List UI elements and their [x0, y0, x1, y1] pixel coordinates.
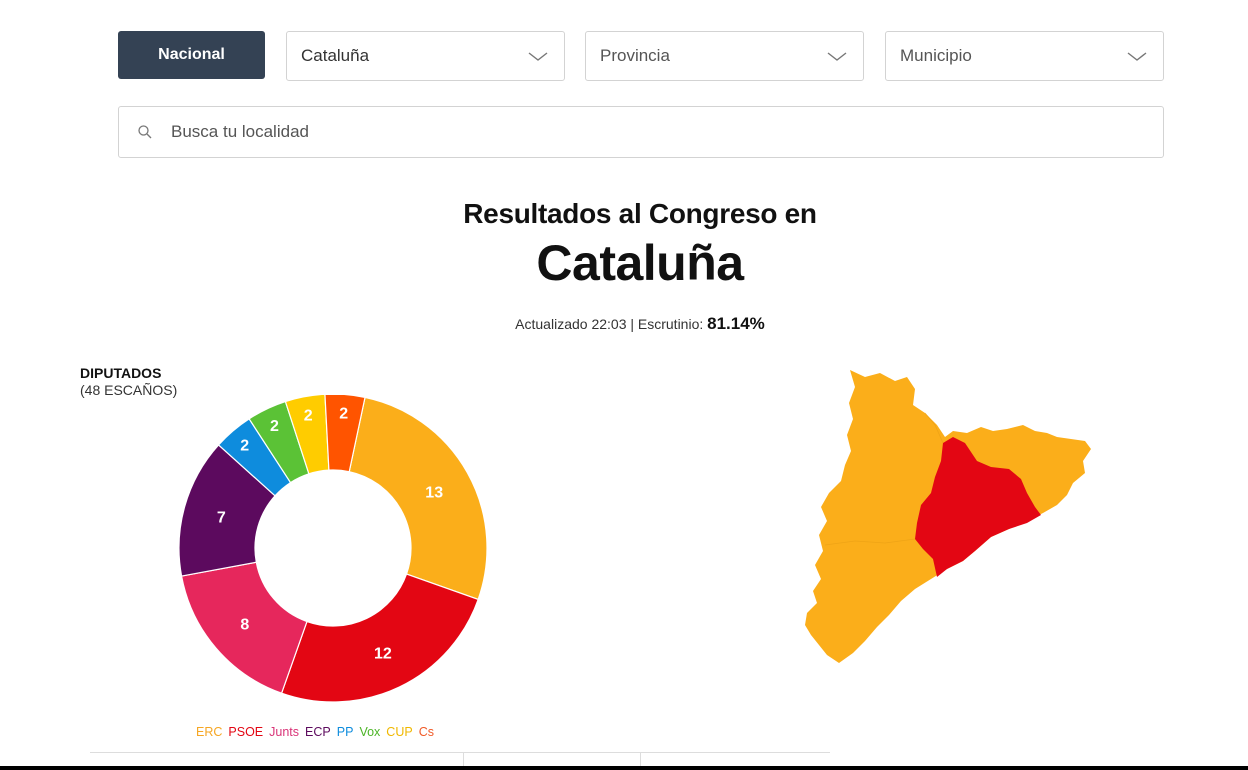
municipio-select[interactable]: Municipio	[885, 31, 1164, 81]
seats-label: DIPUTADOS	[80, 365, 162, 381]
legend-item-pp: PP	[336, 725, 354, 739]
scrutiny-percent: 81.14%	[707, 314, 765, 333]
update-status: Actualizado 22:03 | Escrutinio: 81.14%	[0, 314, 1248, 334]
donut-value-label: 2	[339, 405, 348, 422]
region-select[interactable]: Cataluña	[286, 31, 565, 81]
filters-bar: Nacional Cataluña Provincia Municipio	[118, 31, 1164, 81]
donut-value-label: 2	[240, 438, 249, 455]
catalonia-map	[805, 370, 1091, 663]
seats-donut-chart: 13 12 8 7 2 2 2 2	[178, 395, 488, 703]
provincia-select[interactable]: Provincia	[585, 31, 864, 81]
footer-divider	[463, 752, 464, 770]
results-heading: Resultados al Congreso en Cataluña	[0, 198, 1248, 292]
donut-value-label: 2	[304, 407, 313, 424]
legend-item-psoe: PSOE	[228, 725, 264, 739]
map-province-region[interactable]	[915, 437, 1041, 577]
search-icon	[138, 125, 152, 139]
nacional-button[interactable]: Nacional	[118, 31, 265, 79]
heading-region: Cataluña	[536, 235, 744, 291]
seats-count: (48 ESCAÑOS)	[80, 382, 178, 398]
search-box	[118, 106, 1164, 158]
search-input[interactable]	[169, 121, 1163, 143]
donut-value-label: 2	[270, 418, 279, 435]
legend-item-cup: CUP	[386, 725, 413, 739]
municipio-select-value: Municipio	[900, 46, 972, 65]
legend-item-cs: Cs	[418, 725, 434, 739]
region-select-value: Cataluña	[301, 46, 370, 65]
legend-item-erc: ERC	[196, 725, 223, 739]
donut-slice-erc[interactable]	[348, 396, 488, 601]
donut-value-label: 13	[425, 484, 443, 501]
legend-item-ecp: ECP	[305, 725, 331, 739]
chevron-down-icon	[1127, 52, 1147, 61]
seats-header: DIPUTADOS (48 ESCAÑOS)	[80, 365, 177, 399]
chevron-down-icon	[827, 52, 847, 61]
donut-value-label: 8	[240, 616, 249, 633]
chevron-down-icon	[528, 52, 548, 61]
donut-value-label: 12	[374, 646, 392, 663]
donut-slice-cs[interactable]	[324, 395, 366, 473]
donut-value-label: 7	[217, 510, 226, 527]
footer-divider	[640, 752, 641, 770]
heading-line1: Resultados al Congreso en	[463, 198, 817, 229]
provincia-select-value: Provincia	[600, 46, 670, 65]
donut-slice-psoe[interactable]	[280, 573, 479, 703]
chart-legend: ERC PSOE Junts ECP PP Vox CUP Cs	[196, 725, 434, 739]
legend-item-junts: Junts	[269, 725, 300, 739]
bottom-bar	[0, 766, 1248, 770]
legend-item-vox: Vox	[359, 725, 381, 739]
footer-divider	[90, 752, 830, 753]
update-prefix: Actualizado 22:03 | Escrutinio:	[515, 316, 708, 332]
